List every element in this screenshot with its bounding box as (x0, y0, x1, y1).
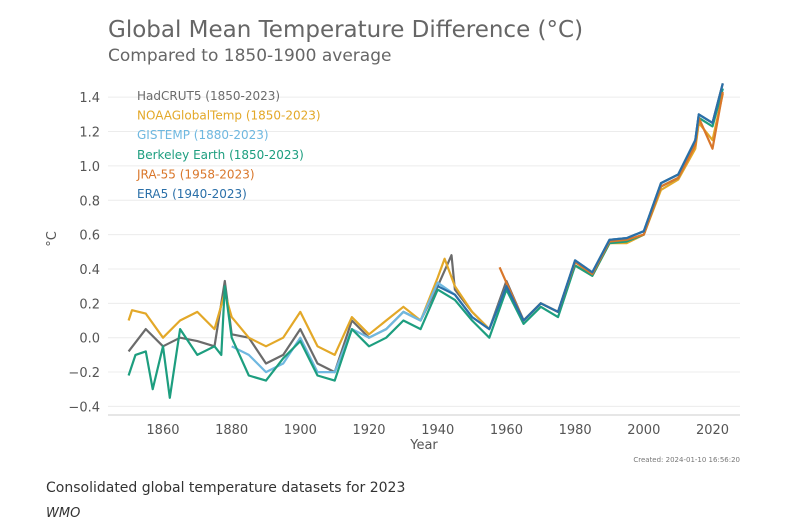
gridlines (108, 96, 740, 407)
series-lines (127, 83, 724, 399)
chart-title: Global Mean Temperature Difference (°C) (108, 17, 583, 43)
y-tick-label: 1.2 (79, 126, 100, 141)
x-tick-label: 1960 (490, 423, 523, 438)
legend-entry: Berkeley Earth (1850-2023) (137, 148, 304, 162)
y-tick-label: 0.0 (79, 332, 100, 347)
series-line-4 (498, 91, 724, 322)
created-timestamp: Created: 2024-01-10 16:56:20 (633, 456, 740, 464)
chart: Global Mean Temperature Difference (°C) … (45, 17, 740, 464)
y-tick-label: −0.4 (68, 400, 100, 415)
y-tick-label: 1.4 (79, 91, 100, 106)
y-axis-label: °C (45, 231, 60, 247)
x-tick-label: 1940 (421, 423, 454, 438)
x-tick-label: 1880 (215, 423, 248, 438)
x-tick-label: 1900 (284, 423, 317, 438)
x-tick-label: 1980 (559, 423, 592, 438)
series-line-5 (437, 83, 724, 331)
legend-entry: HadCRUT5 (1850-2023) (137, 89, 280, 103)
y-tick-label: −0.2 (68, 366, 100, 381)
y-tick-label: 0.6 (79, 229, 100, 244)
figure-caption: Consolidated global temperature datasets… (46, 480, 406, 496)
legend-entry: GISTEMP (1880-2023) (137, 128, 269, 142)
y-tick-label: 0.2 (79, 297, 100, 312)
x-tick-label: 1920 (352, 423, 385, 438)
y-tick-label: 0.4 (79, 263, 100, 278)
legend-entry: ERA5 (1940-2023) (137, 187, 247, 201)
figure-credit: WMO (46, 506, 81, 521)
x-tick-label: 2000 (627, 423, 660, 438)
x-tick-label: 2020 (696, 423, 729, 438)
x-tick-label: 1860 (146, 423, 179, 438)
legend-entry: NOAAGlobalTemp (1850-2023) (137, 109, 321, 123)
legend-entry: JRA-55 (1958-2023) (136, 167, 255, 181)
y-tick-label: 0.8 (79, 194, 100, 209)
chart-subtitle: Compared to 1850-1900 average (108, 46, 391, 66)
series-line-0 (127, 83, 724, 374)
x-axis: 1860 1880 1900 1920 1940 1960 1980 2000 2020 (146, 423, 729, 438)
y-axis: −0.4 −0.2 0.0 0.2 0.4 0.6 0.8 1.0 1.2 1.4 (68, 91, 100, 415)
x-axis-label: Year (409, 438, 438, 453)
legend: HadCRUT5 (1850-2023) NOAAGlobalTemp (1850… (136, 89, 321, 201)
series-line-3 (127, 88, 724, 399)
y-tick-label: 1.0 (79, 160, 100, 175)
